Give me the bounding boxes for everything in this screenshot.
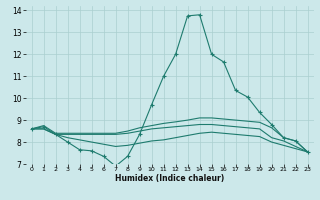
X-axis label: Humidex (Indice chaleur): Humidex (Indice chaleur) bbox=[115, 174, 224, 183]
